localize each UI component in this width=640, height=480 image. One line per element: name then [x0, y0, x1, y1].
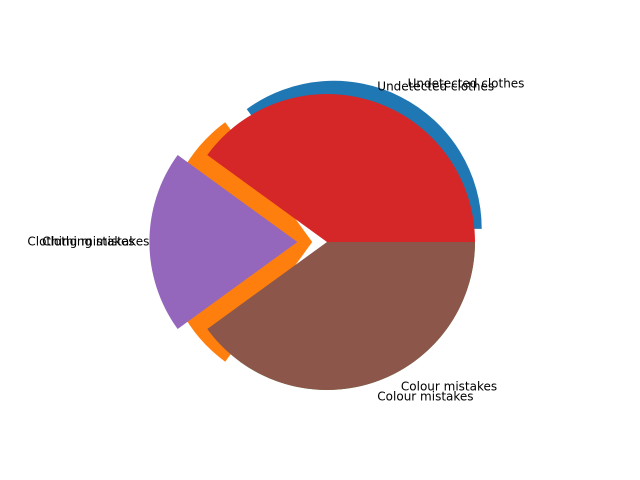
- pie2-label-clothing-mistakes: Clothing mistakes: [27, 235, 134, 249]
- pie1-label-clothing-mistakes: Clothing mistakes: [42, 235, 149, 249]
- pie-slices: [149, 80, 482, 391]
- pie2-slice-undetected-clothes: [207, 94, 475, 242]
- pie2-slice-clothing-mistakes: [149, 155, 298, 329]
- pie1-label-colour-mistakes: Colour mistakes: [401, 380, 497, 394]
- pie2-slice-colour-mistakes: [207, 242, 475, 390]
- pie1-label-undetected-clothes: Undetected clothes: [408, 76, 525, 90]
- pie-labels: Undetected clothes Clothing mistakes Colou…: [27, 76, 524, 403]
- pie2-label-undetected-clothes: Undetected clothes: [377, 80, 494, 94]
- pie2-label-colour-mistakes: Colour mistakes: [377, 389, 473, 403]
